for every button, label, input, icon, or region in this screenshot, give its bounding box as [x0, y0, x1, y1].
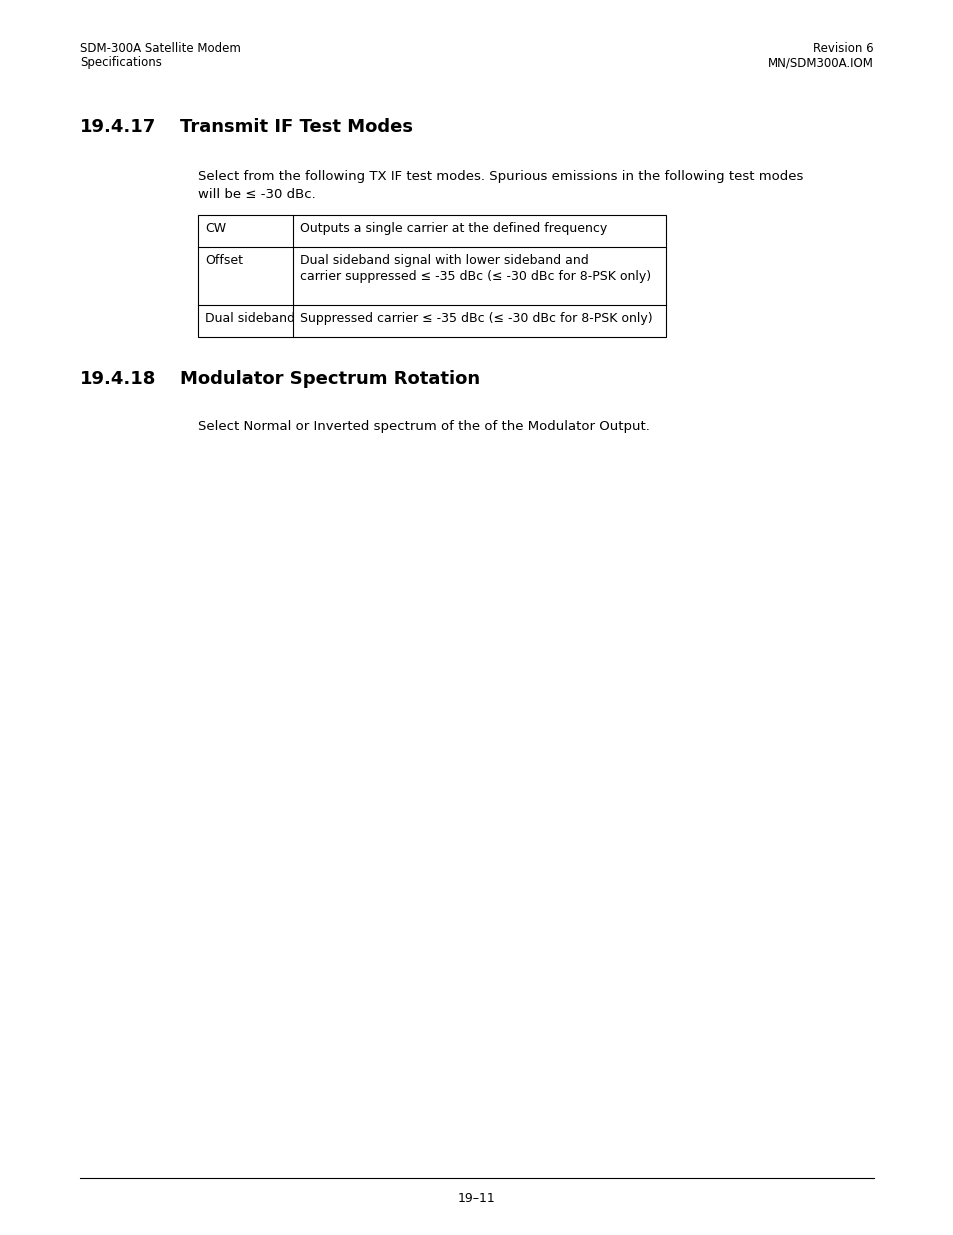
Text: Offset: Offset — [205, 254, 243, 267]
Text: Specifications: Specifications — [80, 56, 162, 69]
Text: Transmit IF Test Modes: Transmit IF Test Modes — [180, 119, 413, 136]
Text: Dual sideband: Dual sideband — [205, 312, 294, 325]
Text: carrier suppressed ≤ -35 dBc (≤ -30 dBc for 8-PSK only): carrier suppressed ≤ -35 dBc (≤ -30 dBc … — [299, 270, 651, 283]
Bar — [198, 215, 665, 337]
Text: 19.4.18: 19.4.18 — [80, 370, 156, 388]
Text: MN/SDM300A.IOM: MN/SDM300A.IOM — [767, 56, 873, 69]
Text: Revision 6: Revision 6 — [813, 42, 873, 56]
Text: Select Normal or Inverted spectrum of the of the Modulator Output.: Select Normal or Inverted spectrum of th… — [198, 420, 649, 433]
Text: 19.4.17: 19.4.17 — [80, 119, 156, 136]
Text: Outputs a single carrier at the defined frequency: Outputs a single carrier at the defined … — [299, 222, 607, 235]
Text: 19–11: 19–11 — [457, 1192, 496, 1205]
Text: Suppressed carrier ≤ -35 dBc (≤ -30 dBc for 8-PSK only): Suppressed carrier ≤ -35 dBc (≤ -30 dBc … — [299, 312, 652, 325]
Text: will be ≤ -30 dBc.: will be ≤ -30 dBc. — [198, 188, 315, 201]
Text: Select from the following TX IF test modes. Spurious emissions in the following : Select from the following TX IF test mod… — [198, 170, 802, 183]
Text: SDM-300A Satellite Modem: SDM-300A Satellite Modem — [80, 42, 240, 56]
Text: Dual sideband signal with lower sideband and: Dual sideband signal with lower sideband… — [299, 254, 588, 267]
Text: Modulator Spectrum Rotation: Modulator Spectrum Rotation — [180, 370, 479, 388]
Text: CW: CW — [205, 222, 226, 235]
